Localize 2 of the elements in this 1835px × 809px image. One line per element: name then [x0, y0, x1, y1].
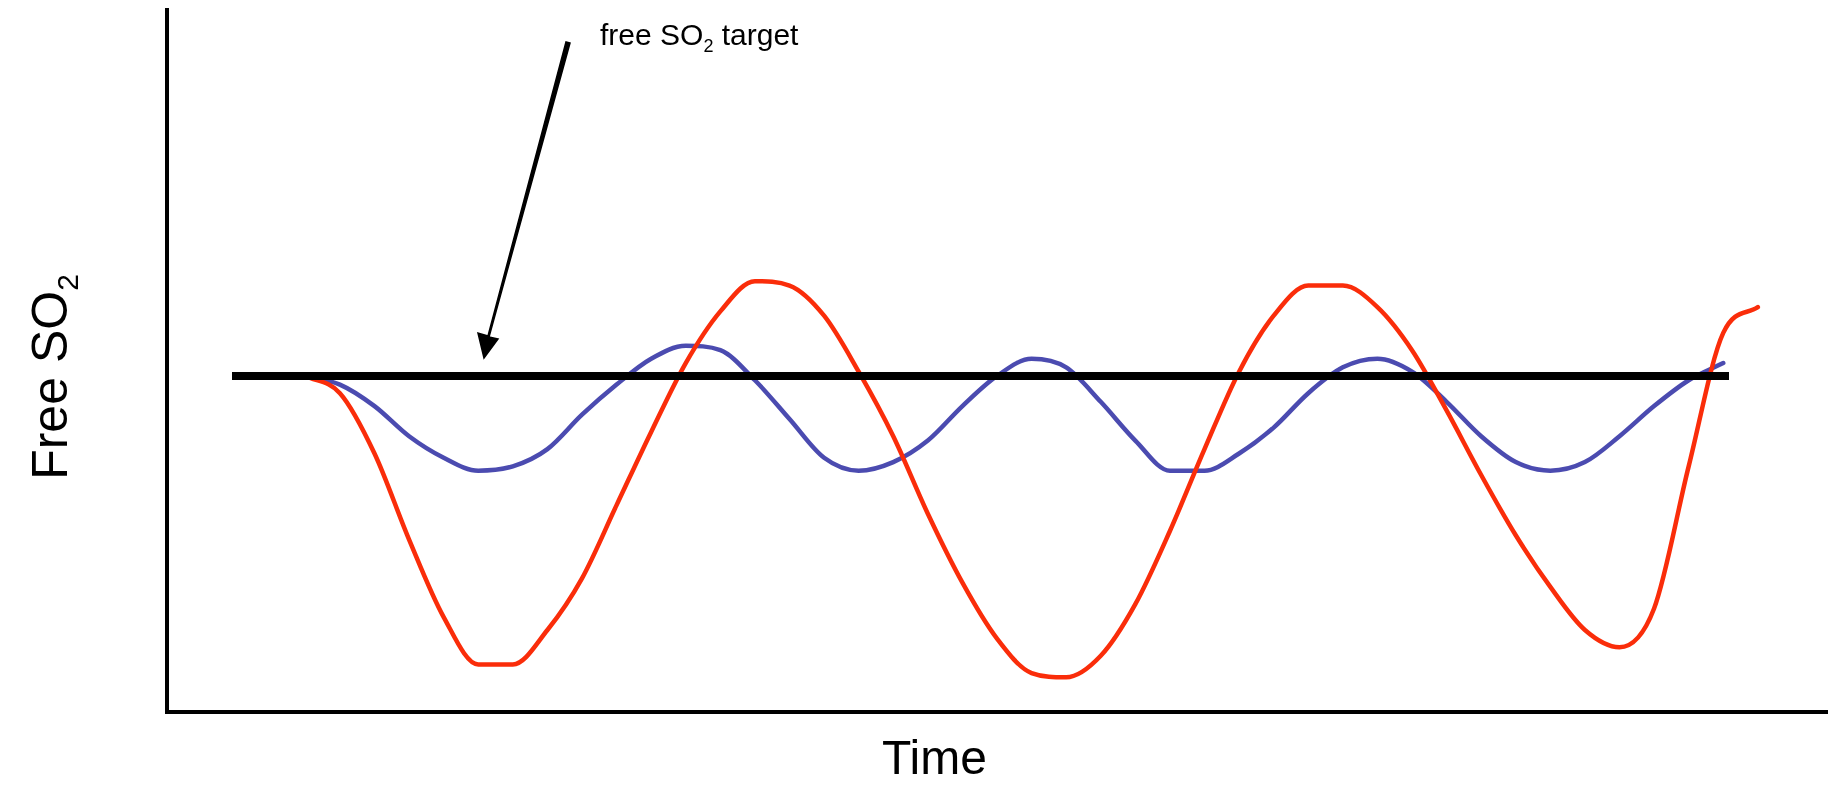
x-axis-title: Time — [882, 729, 987, 785]
ref-line-label: free SO$_{2}$ target — [600, 18, 799, 57]
